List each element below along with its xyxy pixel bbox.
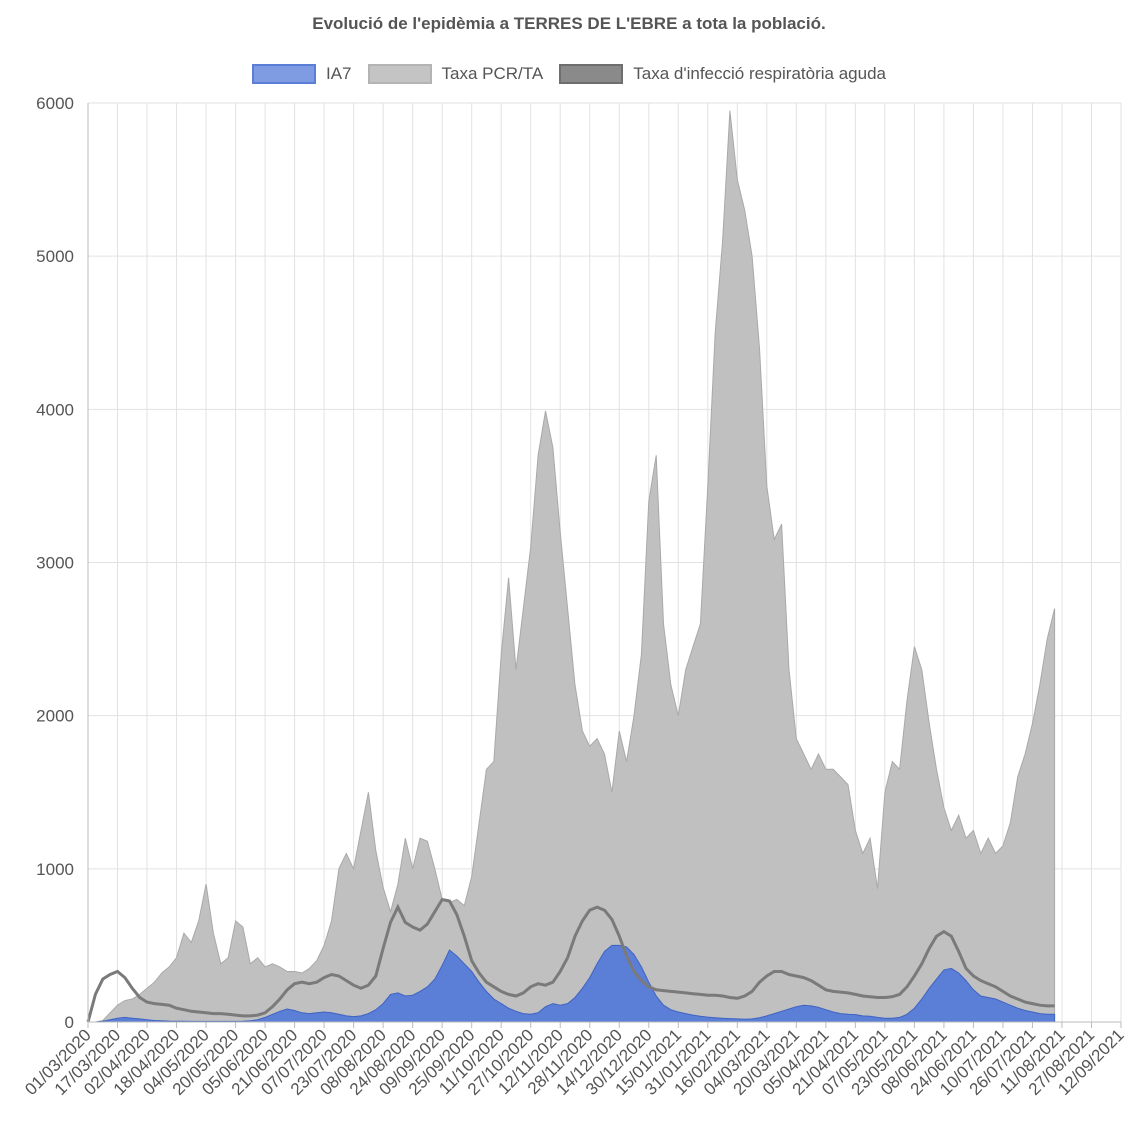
y-tick-label: 5000 [36, 247, 74, 266]
series-area-taxa-pcr [88, 110, 1056, 1023]
chart-title: Evolució de l'epidèmia a TERRES DE L'EBR… [312, 14, 826, 33]
legend-item-taxa-pcr[interactable]: Taxa PCR/TA [367, 64, 544, 84]
legend-swatch-ia7 [252, 64, 316, 84]
axes: 010002000300040005000600001/03/202017/03… [21, 94, 1128, 1099]
y-tick-label: 0 [65, 1013, 74, 1032]
legend-item-taxa-ira[interactable]: Taxa d'infecció respiratòria aguda [559, 64, 886, 84]
legend-item-ia7[interactable]: IA7 [252, 64, 352, 84]
legend-swatch-taxa-ira [559, 64, 624, 84]
legend-label-taxa-pcr: Taxa PCR/TA [441, 64, 544, 83]
series-area-ia7 [88, 944, 1056, 1023]
legend-label-ia7: IA7 [326, 64, 352, 83]
y-tick-label: 3000 [36, 554, 74, 573]
legend-label-taxa-ira: Taxa d'infecció respiratòria aguda [633, 64, 886, 83]
y-tick-label: 4000 [36, 400, 74, 419]
y-tick-label: 2000 [36, 707, 74, 726]
series-layer [86, 110, 1056, 1023]
series-line-taxa-ira [86, 897, 1055, 1023]
y-tick-label: 1000 [36, 860, 74, 879]
legend: IA7 Taxa PCR/TA Taxa d'infecció respirat… [0, 64, 1138, 84]
legend-swatch-taxa-pcr [367, 64, 432, 84]
y-tick-label: 6000 [36, 94, 74, 113]
